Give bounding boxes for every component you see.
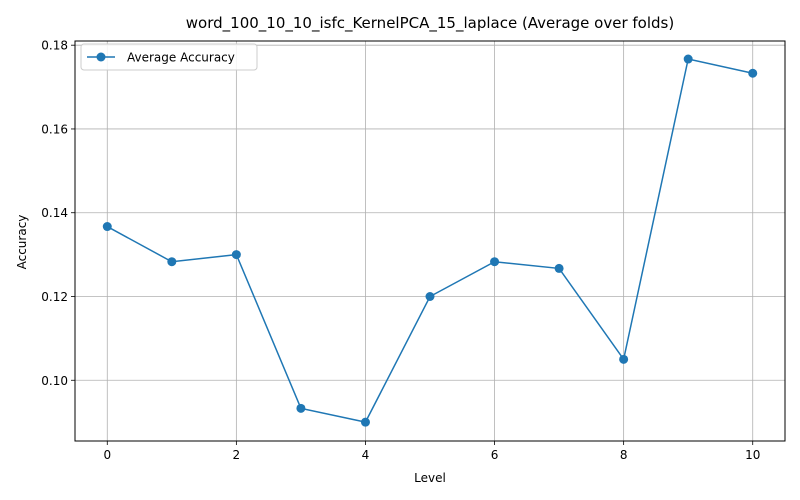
- x-tick-label: 6: [491, 448, 499, 462]
- x-tick-label: 2: [233, 448, 241, 462]
- y-tick-label: 0.10: [41, 374, 68, 388]
- legend-box: [80, 43, 258, 71]
- chart-title: word_100_10_10_isfc_KernelPCA_15_laplace…: [186, 14, 674, 33]
- y-tick-label: 0.12: [41, 290, 68, 304]
- data-point: [360, 417, 370, 427]
- x-axis-ticks: 0 2 4 6 8 10: [103, 441, 760, 462]
- data-point: [683, 54, 693, 64]
- legend: Average Accuracy: [80, 43, 258, 71]
- data-point: [167, 257, 177, 267]
- data-point: [748, 68, 758, 78]
- y-tick-label: 0.18: [41, 39, 68, 53]
- x-tick-label: 4: [362, 448, 370, 462]
- x-tick-label: 8: [620, 448, 628, 462]
- legend-label: Average Accuracy: [127, 51, 235, 65]
- data-point: [425, 291, 435, 301]
- y-tick-label: 0.16: [41, 122, 68, 136]
- x-tick-label: 0: [103, 448, 111, 462]
- data-point: [296, 403, 306, 413]
- x-axis-label: Level: [414, 471, 446, 485]
- y-axis-ticks: 0.10 0.12 0.14 0.16 0.18: [41, 39, 75, 388]
- plot-frame: [74, 40, 786, 442]
- y-axis-label: Accuracy: [15, 215, 29, 270]
- data-point: [231, 250, 241, 260]
- x-tick-label: 10: [745, 448, 760, 462]
- data-point: [102, 222, 112, 232]
- series-markers: [102, 54, 758, 427]
- data-point: [490, 257, 500, 267]
- legend-marker-swatch: [96, 52, 106, 62]
- data-point: [619, 354, 629, 364]
- y-tick-label: 0.14: [41, 206, 68, 220]
- data-point: [554, 263, 564, 273]
